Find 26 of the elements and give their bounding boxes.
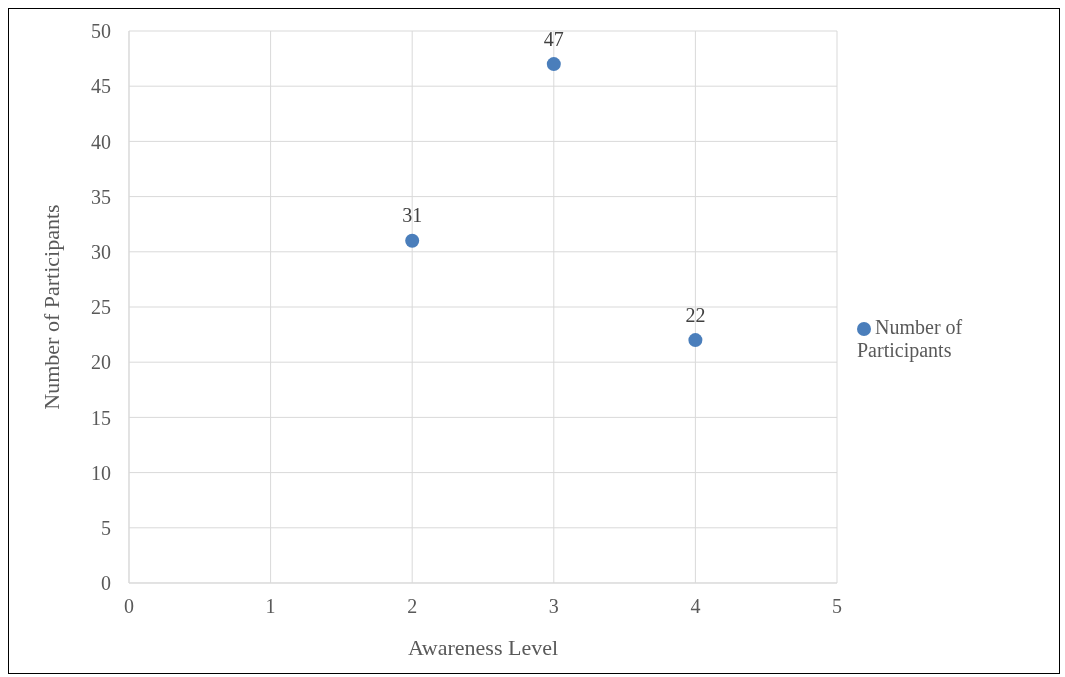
y-tick-label: 0 xyxy=(101,572,111,595)
point xyxy=(405,233,420,248)
x-tick-label: 3 xyxy=(548,595,559,618)
y-tick-label: 5 xyxy=(101,516,111,539)
point xyxy=(688,333,703,348)
x-tick-label: 0 xyxy=(124,595,134,618)
y-tick-label: 45 xyxy=(91,75,111,98)
data-label: 31 xyxy=(402,204,423,227)
y-tick-label: 10 xyxy=(91,461,111,484)
x-tick-label: 1 xyxy=(265,595,276,618)
x-tick-label: 2 xyxy=(407,595,418,618)
data-label: 47 xyxy=(543,27,564,50)
x-tick-label: 5 xyxy=(832,595,842,618)
y-tick-label: 30 xyxy=(91,240,111,263)
x-axis-title: Awareness Level xyxy=(407,635,559,660)
y-tick-label: 20 xyxy=(91,351,111,374)
point xyxy=(546,57,561,72)
data-label: 22 xyxy=(685,303,706,326)
y-tick-label: 50 xyxy=(91,20,111,43)
y-tick-label: 40 xyxy=(91,130,111,153)
x-tick-label: 4 xyxy=(690,595,701,618)
y-tick-label: 35 xyxy=(91,185,111,208)
legend-label: Number of Participants xyxy=(857,316,963,361)
y-axis-title: Number of Participants xyxy=(38,204,64,410)
y-tick-label: 15 xyxy=(91,406,111,429)
y-tick-label: 25 xyxy=(91,296,111,319)
